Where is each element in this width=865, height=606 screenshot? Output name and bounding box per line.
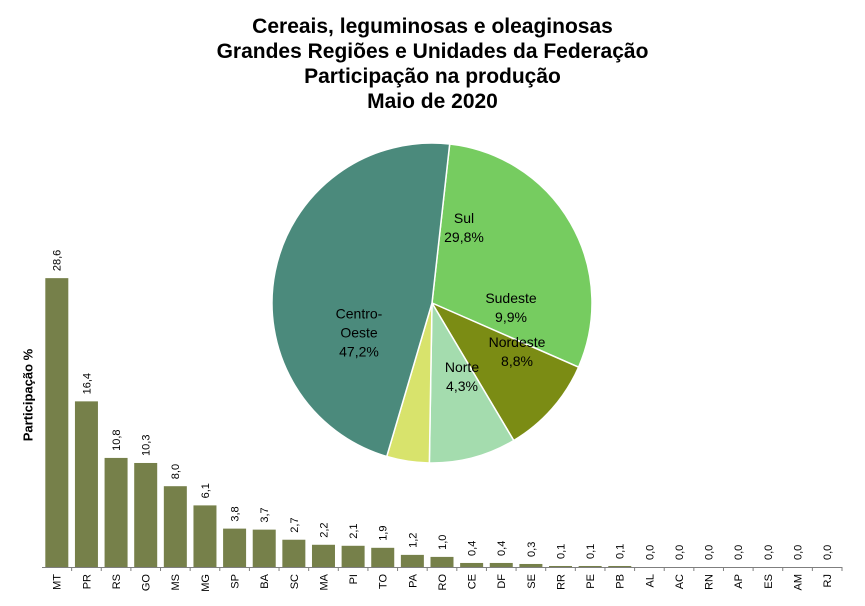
pie-label-nordeste: 8,8% bbox=[501, 353, 533, 369]
bar-PB bbox=[608, 565, 632, 567]
value-label-AP: 0,0 bbox=[733, 545, 745, 560]
pie-label-sudeste: Sudeste bbox=[485, 290, 537, 306]
value-label-BA: 3,7 bbox=[259, 507, 271, 522]
title-line-3: Participação na produção bbox=[304, 65, 561, 88]
pie-label-sul: 29,8% bbox=[444, 229, 484, 245]
bar-GO bbox=[134, 462, 158, 567]
value-label-RN: 0,0 bbox=[704, 545, 716, 560]
tick-label-MT: MT bbox=[52, 574, 64, 590]
tick-label-AL: AL bbox=[644, 574, 656, 587]
value-label-PR: 16,4 bbox=[81, 373, 93, 394]
bar-DF bbox=[489, 562, 513, 567]
bar-chart: 28,6 MT 16,4 PR 10,8 RS 10,3 GO 8,0 MS 6,1 MG 3,8 SP 3… bbox=[42, 250, 843, 592]
bar-RO bbox=[430, 556, 454, 567]
tick-label-PR: PR bbox=[81, 574, 93, 589]
tick-label-RJ: RJ bbox=[822, 574, 834, 587]
pie-label-sudeste: 9,9% bbox=[495, 309, 527, 325]
tick-label-SC: SC bbox=[289, 574, 301, 589]
pie-slice-centro-oeste bbox=[271, 142, 451, 458]
value-label-AC: 0,0 bbox=[674, 545, 686, 560]
value-label-RS: 10,8 bbox=[111, 429, 123, 450]
bar-SC bbox=[282, 539, 306, 567]
title-line-4: Maio de 2020 bbox=[367, 90, 498, 113]
tick-label-RN: RN bbox=[704, 574, 716, 590]
value-label-RJ: 0,0 bbox=[822, 545, 834, 560]
value-label-MA: 2,2 bbox=[318, 522, 330, 537]
value-label-PA: 1,2 bbox=[407, 533, 419, 548]
value-label-PE: 0,1 bbox=[585, 544, 597, 559]
pie-slice-sul bbox=[431, 143, 593, 369]
tick-label-AP: AP bbox=[733, 574, 745, 589]
value-label-TO: 1,9 bbox=[378, 526, 390, 541]
tick-label-PE: PE bbox=[585, 574, 597, 589]
bar-MT bbox=[45, 278, 69, 567]
pie-label-norte: Norte bbox=[445, 359, 479, 375]
tick-label-RO: RO bbox=[437, 574, 449, 591]
value-label-RR: 0,1 bbox=[555, 544, 567, 559]
bar-MG bbox=[193, 505, 217, 567]
bar-MA bbox=[311, 544, 335, 567]
chart-title: Cereais, leguminosas e oleaginosas Grand… bbox=[0, 14, 865, 114]
tick-label-TO: TO bbox=[378, 574, 390, 590]
tick-label-AC: AC bbox=[674, 574, 686, 589]
bar-TO bbox=[371, 547, 395, 567]
value-label-AL: 0,0 bbox=[644, 545, 656, 560]
tick-label-AM: AM bbox=[792, 574, 804, 591]
tick-label-PI: PI bbox=[348, 574, 360, 584]
title-line-1: Cereais, leguminosas e oleaginosas bbox=[252, 15, 613, 38]
value-label-CE: 0,4 bbox=[467, 541, 479, 556]
value-label-AM: 0,0 bbox=[792, 545, 804, 560]
value-label-SC: 2,7 bbox=[289, 517, 301, 532]
value-label-ES: 0,0 bbox=[763, 545, 775, 560]
value-label-SP: 3,8 bbox=[229, 506, 241, 521]
bar-SE bbox=[519, 563, 543, 567]
tick-label-ES: ES bbox=[763, 574, 775, 589]
bar-CE bbox=[460, 562, 484, 567]
tick-label-SE: SE bbox=[526, 574, 538, 589]
value-label-RO: 1,0 bbox=[437, 535, 449, 550]
tick-label-BA: BA bbox=[259, 573, 271, 588]
value-label-GO: 10,3 bbox=[141, 435, 153, 456]
value-label-DF: 0,4 bbox=[496, 541, 508, 556]
pie-chart: Sul 29,8% Sudeste 9,9% Nordeste 8,8% Norte 4,3%… bbox=[271, 142, 593, 464]
tick-label-RS: RS bbox=[111, 574, 123, 589]
bar-PR bbox=[74, 401, 98, 567]
tick-label-PA: PA bbox=[407, 573, 419, 588]
pie-label-sul: Sul bbox=[454, 210, 474, 226]
tick-label-RR: RR bbox=[555, 574, 567, 590]
value-label-PB: 0,1 bbox=[615, 544, 627, 559]
bar-RR bbox=[549, 565, 573, 567]
tick-label-MS: MS bbox=[170, 574, 182, 591]
pie-label-nordeste: Nordeste bbox=[489, 334, 546, 350]
pie-label-norte: 4,3% bbox=[446, 378, 478, 394]
bar-PI bbox=[341, 545, 365, 567]
bar-PE bbox=[578, 565, 602, 567]
value-label-MS: 8,0 bbox=[170, 464, 182, 479]
tick-label-MG: MG bbox=[200, 574, 212, 592]
title-line-2: Grandes Regiões e Unidades da Federação bbox=[216, 40, 649, 63]
tick-label-DF: DF bbox=[496, 574, 508, 589]
pie-slice-sudeste bbox=[430, 301, 580, 442]
bar-PA bbox=[400, 554, 424, 567]
value-label-MG: 6,1 bbox=[200, 483, 212, 498]
tick-label-SP: SP bbox=[229, 574, 241, 589]
tick-label-GO: GO bbox=[141, 574, 153, 592]
bar-RS bbox=[104, 457, 128, 567]
tick-label-PB: PB bbox=[615, 574, 627, 589]
pie-label-centro-oeste: 47,2% bbox=[339, 344, 379, 360]
tick-label-MA: MA bbox=[318, 573, 330, 590]
pie-label-centro-oeste: Centro- bbox=[336, 306, 383, 322]
bar-SP bbox=[223, 528, 247, 567]
value-label-PI: 2,1 bbox=[348, 523, 360, 538]
pie-slice-nordeste bbox=[428, 300, 515, 464]
bar-BA bbox=[252, 529, 276, 567]
value-label-SE: 0,3 bbox=[526, 542, 538, 557]
value-label-MT: 28,6 bbox=[52, 250, 64, 271]
tick-label-CE: CE bbox=[467, 574, 479, 589]
bar-MS bbox=[163, 486, 187, 567]
pie-label-centro-oeste: Oeste bbox=[340, 325, 378, 341]
